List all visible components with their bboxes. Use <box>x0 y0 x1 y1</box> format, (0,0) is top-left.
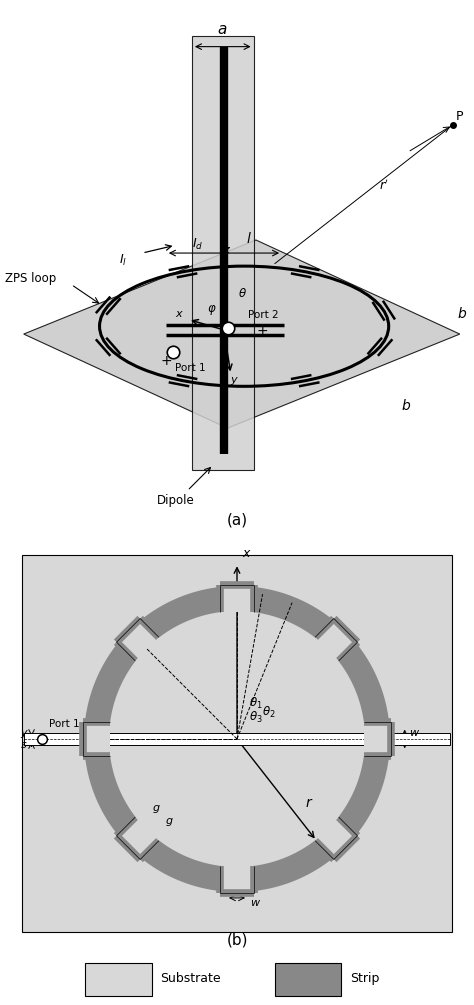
Text: $a$: $a$ <box>217 21 227 36</box>
Polygon shape <box>365 725 389 754</box>
Text: $w$: $w$ <box>409 729 420 739</box>
Text: $+$: $+$ <box>256 324 268 338</box>
Polygon shape <box>222 866 252 890</box>
Text: $b$: $b$ <box>457 307 467 322</box>
Polygon shape <box>192 36 254 470</box>
Text: Strip: Strip <box>350 973 379 985</box>
Text: $\theta_1$: $\theta_1$ <box>249 696 263 712</box>
Text: Dipole: Dipole <box>156 493 194 507</box>
Text: $I_d$: $I_d$ <box>192 237 203 252</box>
Text: $w$: $w$ <box>250 897 261 908</box>
Text: $I_l$: $I_l$ <box>118 252 127 267</box>
Text: Substrate: Substrate <box>160 973 221 985</box>
Text: $+$: $+$ <box>160 355 172 369</box>
Polygon shape <box>119 819 157 856</box>
Bar <box>275 963 341 996</box>
Polygon shape <box>317 622 355 659</box>
Text: Port 1: Port 1 <box>49 719 80 729</box>
Text: $x$: $x$ <box>242 547 252 560</box>
Text: $g$: $g$ <box>165 816 173 828</box>
Text: $z$: $z$ <box>223 244 232 254</box>
Text: $\theta_3$: $\theta_3$ <box>249 710 263 725</box>
Text: $g$: $g$ <box>152 803 160 815</box>
Text: (a): (a) <box>227 513 247 528</box>
Text: $l$: $l$ <box>246 230 252 245</box>
Polygon shape <box>85 725 109 754</box>
Text: $r$: $r$ <box>305 796 313 810</box>
Bar <box>24 734 450 745</box>
Text: $b$: $b$ <box>401 398 410 413</box>
Text: $r'$: $r'$ <box>379 179 389 193</box>
Text: $x$: $x$ <box>175 309 184 319</box>
Polygon shape <box>119 622 157 659</box>
Text: $\theta$: $\theta$ <box>238 287 247 300</box>
Text: P: P <box>456 110 464 123</box>
Text: $\varphi$: $\varphi$ <box>207 303 217 317</box>
Text: $y$: $y$ <box>230 375 238 387</box>
Text: $y$: $y$ <box>20 729 28 740</box>
Bar <box>85 963 152 996</box>
Text: Port 1: Port 1 <box>175 363 206 373</box>
Polygon shape <box>222 588 252 612</box>
Polygon shape <box>24 240 460 428</box>
Text: Port 2: Port 2 <box>248 311 279 321</box>
Text: $\theta_2$: $\theta_2$ <box>263 706 276 721</box>
Polygon shape <box>317 819 355 856</box>
Text: (b): (b) <box>226 933 248 948</box>
Text: $s$: $s$ <box>20 740 27 750</box>
Text: ZPS loop: ZPS loop <box>5 271 56 284</box>
